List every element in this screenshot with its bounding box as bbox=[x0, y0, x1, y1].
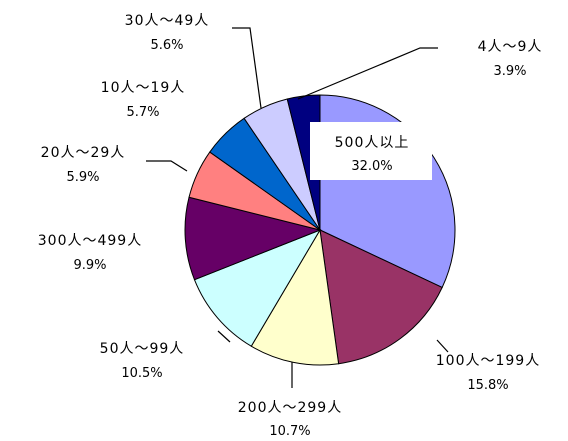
slice-category-label: 50人～99人 bbox=[100, 341, 185, 357]
slice-percent-label: 3.9% bbox=[493, 64, 526, 79]
pie-slices bbox=[184, 94, 456, 366]
slice-percent-label: 5.6% bbox=[150, 38, 183, 53]
slice-percent-label: 10.7% bbox=[269, 424, 310, 439]
leader-line bbox=[146, 160, 188, 172]
slice-category-label: 200人～299人 bbox=[238, 400, 342, 416]
slice-percent-label: 32.0% bbox=[351, 159, 392, 174]
slice-percent-label: 10.5% bbox=[121, 366, 162, 381]
pie-slice bbox=[193, 228, 322, 347]
slice-percent-label: 15.8% bbox=[467, 378, 508, 393]
slice-category-label: 10人～19人 bbox=[101, 80, 186, 96]
label-background bbox=[310, 122, 432, 180]
slice-percent-label: 5.9% bbox=[66, 170, 99, 185]
pie-slice bbox=[184, 196, 322, 281]
slice-category-label: 300人～499人 bbox=[38, 233, 142, 249]
slice-category-label: 4人～9人 bbox=[478, 39, 543, 55]
slice-category-label: 100人～199人 bbox=[436, 353, 540, 369]
slice-percent-label: 9.9% bbox=[73, 258, 106, 273]
leader-lines bbox=[146, 27, 449, 388]
pie-slice bbox=[319, 229, 443, 365]
leader-line bbox=[436, 339, 449, 353]
leader-line bbox=[232, 27, 262, 109]
leader-line bbox=[297, 47, 438, 100]
slice-category-label: 500人以上 bbox=[335, 135, 410, 151]
slice-category-label: 20人～29人 bbox=[41, 145, 126, 161]
leader-line bbox=[217, 330, 231, 343]
slice-percent-label: 5.7% bbox=[126, 105, 159, 120]
slice-labels: 500人以上 32.0% 100人～199人 15.8% 200人～299人 10.7% 5… bbox=[38, 13, 543, 439]
slice-category-label: 30人～49人 bbox=[125, 13, 210, 29]
pie-slice bbox=[250, 228, 340, 366]
